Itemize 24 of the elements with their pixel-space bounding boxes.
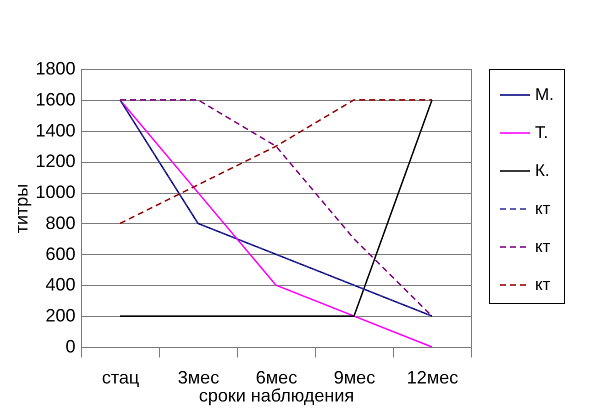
y-tick-label: 1200 — [35, 151, 76, 172]
x-axis-title: сроки наблюдения — [198, 386, 354, 406]
y-tick-label: 1400 — [35, 120, 76, 140]
y-tick-label: 200 — [45, 306, 76, 326]
y-tick-label: 0 — [65, 336, 76, 356]
legend-label: кт — [535, 199, 551, 218]
y-tick-label: 1800 — [35, 58, 76, 78]
y-tick-label: 1600 — [35, 89, 76, 110]
x-tick-label: 12мес — [406, 368, 458, 388]
y-axis-title: титры — [11, 184, 32, 234]
legend-label: М. — [535, 85, 554, 104]
legend-label: кт — [535, 275, 551, 294]
x-tick-label: 3мес — [178, 368, 220, 388]
y-tick-label: 400 — [45, 274, 76, 295]
y-tick-label: 800 — [45, 212, 76, 233]
y-tick-label: 600 — [45, 244, 76, 264]
x-tick-label: стац — [102, 368, 140, 388]
legend-label: кт — [535, 237, 551, 256]
x-tick-label: 6мес — [256, 368, 298, 388]
x-tick-label: 9мес — [334, 368, 376, 388]
legend-label: Т. — [535, 123, 548, 142]
y-tick-label: 1000 — [35, 182, 76, 202]
line-series — [119, 99, 433, 224]
legend-label: К. — [535, 161, 550, 180]
